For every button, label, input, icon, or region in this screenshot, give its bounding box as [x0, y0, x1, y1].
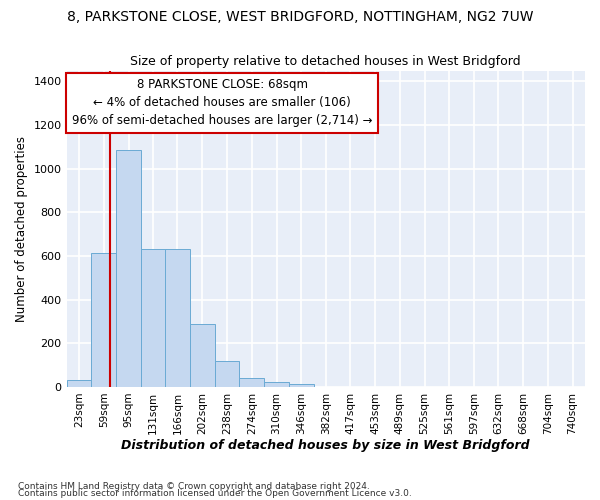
X-axis label: Distribution of detached houses by size in West Bridgford: Distribution of detached houses by size …	[121, 440, 530, 452]
Text: 8 PARKSTONE CLOSE: 68sqm
← 4% of detached houses are smaller (106)
96% of semi-d: 8 PARKSTONE CLOSE: 68sqm ← 4% of detache…	[72, 78, 373, 128]
Bar	[264, 382, 289, 387]
Text: Contains HM Land Registry data © Crown copyright and database right 2024.: Contains HM Land Registry data © Crown c…	[18, 482, 370, 491]
Title: Size of property relative to detached houses in West Bridgford: Size of property relative to detached ho…	[130, 55, 521, 68]
Bar	[165, 250, 190, 387]
Bar	[116, 150, 141, 387]
Text: 8, PARKSTONE CLOSE, WEST BRIDGFORD, NOTTINGHAM, NG2 7UW: 8, PARKSTONE CLOSE, WEST BRIDGFORD, NOTT…	[67, 10, 533, 24]
Bar	[215, 361, 239, 387]
Bar	[289, 384, 314, 387]
Bar	[190, 324, 215, 387]
Bar	[239, 378, 264, 387]
Text: Contains public sector information licensed under the Open Government Licence v3: Contains public sector information licen…	[18, 488, 412, 498]
Y-axis label: Number of detached properties: Number of detached properties	[15, 136, 28, 322]
Bar	[67, 380, 91, 387]
Bar	[141, 250, 166, 387]
Bar	[91, 253, 116, 387]
